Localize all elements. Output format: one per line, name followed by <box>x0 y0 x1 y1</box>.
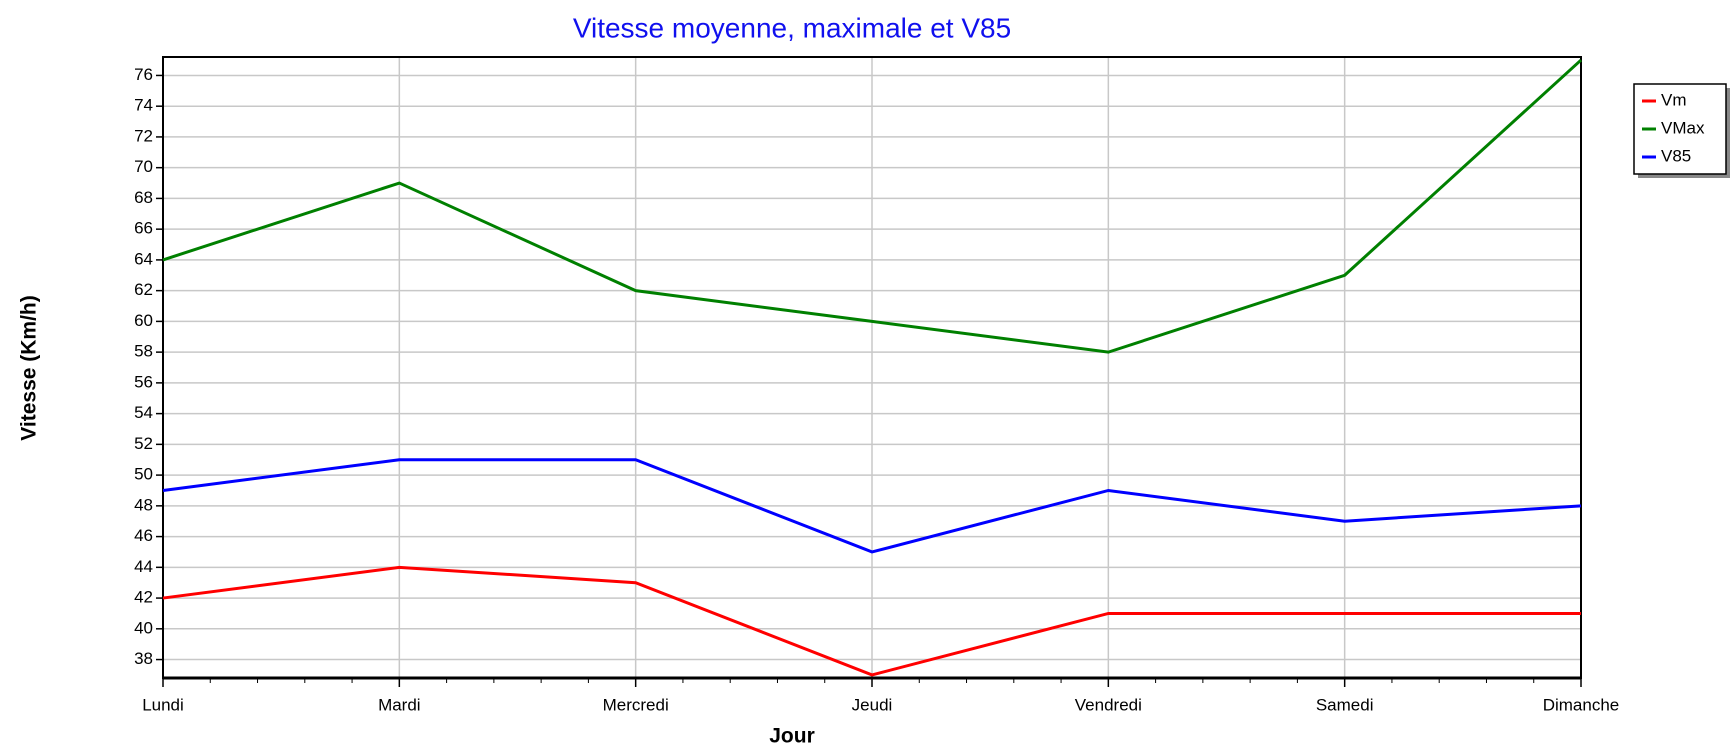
y-tick-label: 60 <box>134 311 153 330</box>
y-tick-label: 76 <box>134 65 153 84</box>
y-tick-label: 44 <box>134 557 153 576</box>
y-tick-label: 52 <box>134 434 153 453</box>
x-tick-label: Vendredi <box>1075 695 1142 714</box>
y-tick-label: 74 <box>134 96 153 115</box>
y-tick-label: 46 <box>134 526 153 545</box>
y-tick-label: 64 <box>134 249 153 268</box>
y-tick-label: 42 <box>134 588 153 607</box>
y-tick-label: 70 <box>134 157 153 176</box>
y-tick-label: 40 <box>134 618 153 637</box>
x-tick-label: Lundi <box>142 695 184 714</box>
y-tick-label: 48 <box>134 495 153 514</box>
chart-title: Vitesse moyenne, maximale et V85 <box>573 12 1011 43</box>
series-line <box>162 458 1582 554</box>
series-line <box>162 58 1583 354</box>
y-tick-label: 56 <box>134 372 153 391</box>
y-tick-label: 68 <box>134 188 153 207</box>
x-tick-label: Samedi <box>1316 695 1374 714</box>
y-tick-label: 72 <box>134 126 153 145</box>
x-tick-label: Mardi <box>378 695 421 714</box>
y-tick-label: 38 <box>134 649 153 668</box>
y-tick-label: 66 <box>134 219 153 238</box>
x-tick-label: Mercredi <box>603 695 669 714</box>
x-tick-label: Jeudi <box>852 695 893 714</box>
legend-label: Vm <box>1661 90 1687 109</box>
y-tick-label: 62 <box>134 280 153 299</box>
legend-label: VMax <box>1661 118 1705 137</box>
y-tick-label: 50 <box>134 465 153 484</box>
series-line <box>162 565 1581 677</box>
x-axis-label: Jour <box>769 725 815 747</box>
y-tick-label: 58 <box>134 342 153 361</box>
x-tick-label: Dimanche <box>1543 695 1620 714</box>
y-axis-label: Vitesse (Km/h) <box>18 295 41 441</box>
legend-label: V85 <box>1661 146 1691 165</box>
y-tick-label: 54 <box>134 403 153 422</box>
